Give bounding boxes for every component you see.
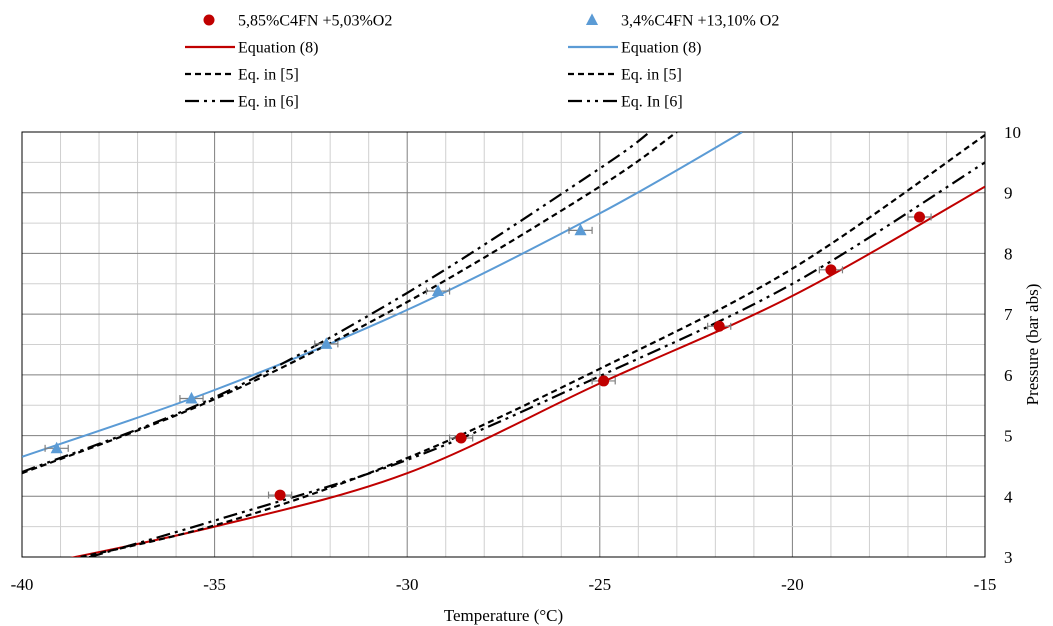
data-point [713,320,725,332]
legend-label: Eq. in [6] [238,94,299,111]
y-tick-label: 8 [1004,244,1013,263]
plot-area-border [21,131,986,558]
data-point [320,337,333,349]
legend-label: 3,4%C4FN +13,10% O2 [621,13,779,30]
legend-label: Eq. in [5] [238,67,299,84]
data-point [585,13,599,25]
y-tick-label: 7 [1004,305,1013,324]
legend-label: 5,85%C4FN +5,03%O2 [238,13,392,30]
grid-layer [21,131,986,558]
legend-label: Eq. In [6] [621,94,683,111]
y-tick-label: 4 [1004,487,1013,506]
series-line [22,132,651,474]
x-axis-title: Temperature (°C) [444,606,563,625]
y-tick-label: 3 [1004,548,1013,567]
y-tick-label: 10 [1004,123,1021,142]
x-tick-label: -35 [203,575,226,594]
series-markers [44,211,932,501]
series-line [70,185,985,557]
data-point [50,441,63,454]
series-line [85,161,985,557]
legend: 5,85%C4FN +5,03%O2 Equation (8) Eq. in [5]… [185,13,779,111]
x-tick-label: -40 [11,575,34,594]
data-point [274,489,286,501]
series-line [74,134,985,557]
legend-label: Equation (8) [621,40,701,57]
data-point [598,375,610,387]
x-tick-label: -30 [396,575,419,594]
data-point [914,211,926,223]
series-line [22,132,743,458]
y-axis-title: Pressure (bar abs) [1023,284,1042,406]
series-lines [22,132,985,557]
series-line [22,132,678,475]
data-point [203,14,215,26]
legend-label: Eq. in [5] [621,67,682,84]
series-layer [22,132,985,557]
x-tick-label: -20 [781,575,804,594]
data-point [825,264,837,276]
data-point [455,432,467,444]
legend-label: Equation (8) [238,40,318,57]
y-tick-label: 6 [1004,366,1013,385]
x-tick-label: -15 [974,575,997,594]
data-point [185,391,198,404]
tick-labels: -40 -35 -30 -25 -20 -15 3 4 5 6 7 8 9 10 [11,123,1021,594]
x-tick-label: -25 [588,575,611,594]
data-point [431,284,445,297]
y-tick-label: 5 [1004,427,1013,446]
y-tick-label: 9 [1004,184,1013,203]
data-point [574,223,587,236]
